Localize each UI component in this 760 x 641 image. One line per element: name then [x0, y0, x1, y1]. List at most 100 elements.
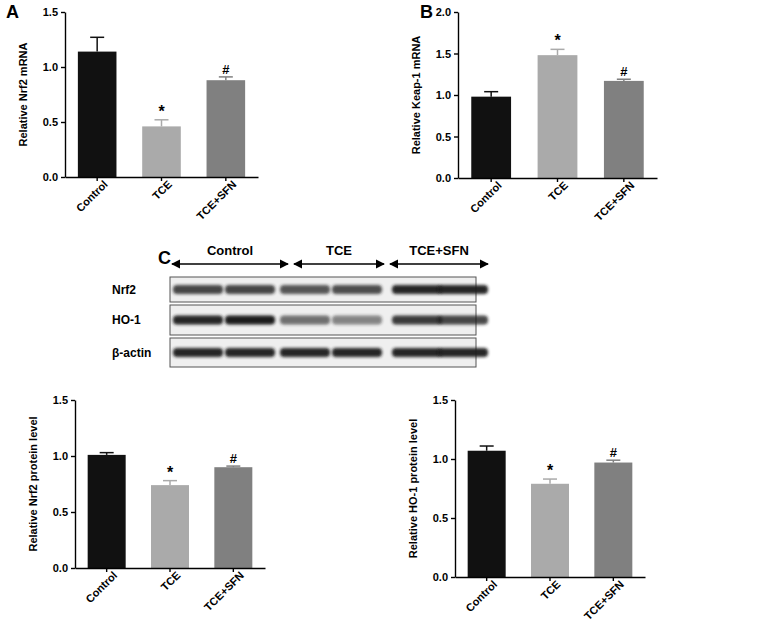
bar — [214, 467, 252, 568]
y-tick-label: 1.0 — [436, 89, 451, 101]
annotation: # — [222, 62, 230, 77]
y-tick: 1.0 — [433, 453, 455, 465]
x-tick-label: Control — [74, 178, 110, 214]
y-tick: 0.5 — [433, 512, 455, 524]
blot-band — [392, 285, 442, 294]
annotation: # — [620, 64, 628, 79]
blot-band — [332, 348, 382, 357]
lane-group-arrow — [390, 263, 488, 264]
y-axis: 0.0 0.5 1.0 1.5 — [43, 6, 66, 183]
blot-band — [225, 348, 275, 357]
blot-band — [280, 316, 330, 325]
x-tick: TCE — [546, 178, 570, 203]
error-stem — [557, 49, 559, 55]
y-axis-line — [65, 13, 66, 178]
error-bar — [163, 481, 177, 485]
y-tick-mark — [451, 400, 455, 401]
y-axis-title: Relative Nrf2 protein level — [27, 416, 39, 551]
lane-group-arrow — [172, 263, 288, 264]
plot-area — [471, 49, 643, 178]
error-cap — [480, 445, 494, 447]
x-tick-label: Control — [463, 578, 499, 614]
y-tick: 1.0 — [53, 450, 75, 462]
y-axis: 0.0 0.5 1.0 1.5 2.0 — [436, 6, 459, 184]
x-tick-label: TCE+SFN — [592, 179, 636, 223]
blot-band — [280, 348, 330, 357]
error-bar — [480, 446, 494, 451]
error-bar — [90, 37, 104, 51]
y-axis: 0.00.51.01.5 — [53, 394, 76, 574]
blot-band — [332, 316, 382, 325]
y-tick-label: 1.0 — [43, 61, 58, 73]
blot-strip — [170, 277, 476, 302]
y-tick: 0.5 — [43, 116, 65, 128]
error-bar — [543, 479, 557, 484]
x-tick: TCE+SFN — [202, 568, 246, 613]
error-bar — [484, 92, 498, 97]
x-tick-label: TCE — [150, 178, 174, 202]
y-tick: 1.5 — [43, 6, 65, 18]
bar — [78, 52, 117, 177]
y-tick: 0.5 — [53, 506, 75, 518]
y-tick-label: 0.5 — [53, 506, 68, 518]
error-bar — [100, 453, 114, 455]
annotation: * — [158, 103, 165, 120]
blot-band — [392, 348, 442, 357]
annotation: * — [554, 32, 561, 49]
plot-area — [468, 446, 633, 577]
y-tick-label: 0.5 — [436, 131, 451, 143]
blot-band — [392, 316, 442, 325]
y-tick: 0.0 — [43, 171, 65, 183]
annotation: * — [547, 462, 554, 479]
blot-band — [225, 316, 275, 325]
x-axis: Control TCE TCE+SFN — [459, 178, 658, 223]
error-stem — [96, 37, 98, 51]
y-tick: 0.0 — [53, 562, 75, 574]
error-bar — [606, 460, 620, 462]
lane-group-label: TCE — [326, 243, 352, 258]
chart: 0.00.51.01.5ControlTCETCE+SFNRelative Nr… — [27, 394, 266, 613]
y-tick-label: 2.0 — [436, 6, 451, 18]
y-tick: 0.0 — [436, 172, 458, 184]
blot-band — [438, 285, 488, 294]
y-tick-mark — [71, 400, 75, 401]
y-tick: 2.0 — [436, 6, 458, 18]
x-tick-label: TCE+SFN — [582, 578, 626, 622]
annotation: # — [230, 451, 238, 466]
y-tick: 1.0 — [436, 89, 458, 101]
x-tick-label: TCE+SFN — [202, 569, 246, 613]
bar — [531, 484, 569, 577]
y-axis: 0.00.51.01.5 — [433, 394, 456, 583]
blot-band — [173, 316, 223, 325]
panel-label: C — [158, 248, 171, 268]
blot-band — [332, 285, 382, 294]
y-tick-label: 1.5 — [43, 6, 58, 18]
chart: 0.00.51.01.52.0ControlTCETCE+SFNRelative… — [410, 6, 658, 223]
y-tick-mark — [454, 178, 458, 179]
x-tick-label: Control — [468, 179, 504, 215]
y-tick-mark — [61, 67, 65, 68]
y-tick-label: 1.5 — [436, 48, 451, 60]
x-tick: TCE+SFN — [582, 577, 626, 622]
blot-band — [438, 348, 488, 357]
x-axis: ControlTCETCE+SFN — [76, 568, 266, 613]
blot-strip — [170, 305, 476, 335]
bar — [594, 463, 632, 577]
error-stem — [161, 120, 163, 127]
lane-group-label: Control — [207, 243, 253, 258]
chart: 0.00.51.01.5ControlTCETCE+SFNRelative Nr… — [17, 6, 259, 222]
x-tick: TCE — [159, 568, 183, 593]
error-bar — [617, 79, 631, 81]
y-tick-mark — [61, 177, 65, 178]
x-tick: TCE+SFN — [194, 177, 238, 222]
y-tick-mark — [71, 568, 75, 569]
plot-area — [78, 37, 245, 177]
bar — [604, 81, 644, 178]
error-bar — [551, 49, 565, 55]
error-cap — [100, 452, 114, 454]
bar — [151, 485, 189, 568]
x-tick: TCE — [539, 577, 563, 602]
bar — [207, 80, 246, 177]
figure: 0.0 0.5 1.0 1.5 Control TCE TCE+SFN Relative Nr… — [0, 0, 760, 641]
blot-row-label: β-actin — [112, 346, 151, 360]
